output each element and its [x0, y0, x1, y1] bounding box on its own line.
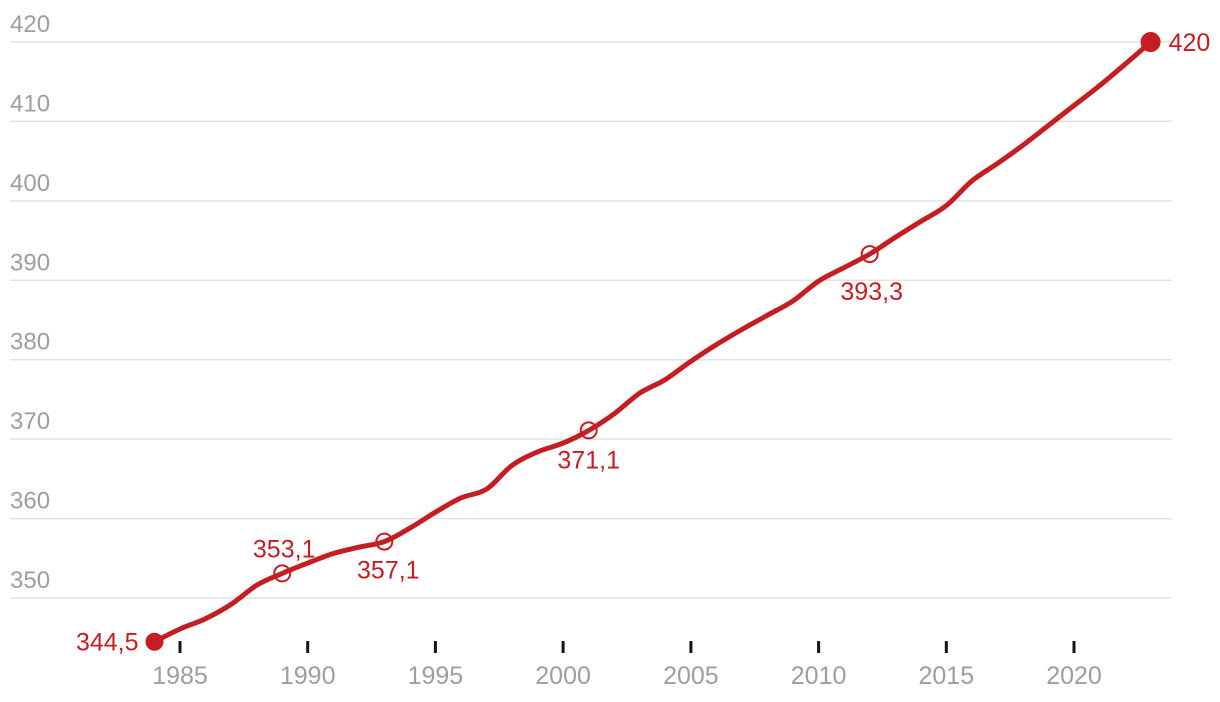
x-axis-label: 1985: [152, 662, 208, 690]
x-axis-label: 2005: [663, 662, 719, 690]
data-markers-group: [145, 32, 1161, 651]
data-point-label-1989: 353,1: [253, 535, 316, 563]
y-axis-label: 420: [10, 11, 50, 38]
data-point-label-1984: 344,5: [76, 629, 139, 657]
data-point-marker-2023: [1140, 32, 1161, 52]
x-axis-tick-mark: [178, 641, 182, 653]
y-axis-label: 370: [10, 408, 50, 435]
y-axis-label: 360: [10, 488, 50, 515]
data-point-label-2023: 420: [1169, 29, 1211, 57]
y-axis-label: 410: [10, 90, 50, 117]
x-axis-label: 2000: [535, 662, 591, 690]
x-axis-label: 2010: [791, 662, 847, 690]
x-axis-tick-mark: [817, 641, 821, 653]
data-point-label-2001: 371,1: [557, 446, 620, 474]
y-axis-labels-group: 350 360 370 380 390 400 410 420: [10, 11, 50, 594]
data-point-marker-2001: [579, 421, 598, 440]
y-axis-label: 390: [10, 249, 50, 276]
x-axis-labels-group: 1985 1990 1995 2000 2005 2010 2015 2020: [152, 662, 1102, 690]
x-axis-label: 1995: [408, 662, 464, 690]
x-axis-tick-mark: [944, 641, 948, 653]
x-axis-label: 2015: [918, 662, 974, 690]
y-axis-label: 400: [10, 170, 50, 197]
gridlines-group: [10, 41, 1172, 599]
x-axis-label: 1990: [280, 662, 336, 690]
point-labels-group: 344,5 353,1 357,1 371,1 393,3 420: [76, 29, 1210, 657]
data-line-group: [152, 39, 1154, 645]
y-axis-label: 380: [10, 329, 50, 356]
x-axis-label: 2020: [1046, 662, 1102, 690]
data-point-marker-1984: [145, 632, 164, 651]
co2-data-line: [152, 39, 1154, 645]
x-axis-tick-mark: [689, 641, 693, 653]
data-point-marker-1993: [375, 532, 394, 551]
data-point-label-2012: 393,3: [840, 278, 903, 306]
x-axis-tick-mark: [433, 641, 437, 653]
x-axis-tick-mark: [306, 641, 310, 653]
x-axis-tick-mark: [561, 641, 565, 653]
x-axis-tick-mark: [1072, 641, 1076, 653]
data-point-marker-1989: [273, 564, 292, 583]
data-point-label-1993: 357,1: [357, 557, 420, 585]
x-axis-ticks-group: [178, 641, 1076, 653]
y-axis-label: 350: [10, 567, 50, 594]
data-point-marker-2012: [860, 245, 879, 264]
